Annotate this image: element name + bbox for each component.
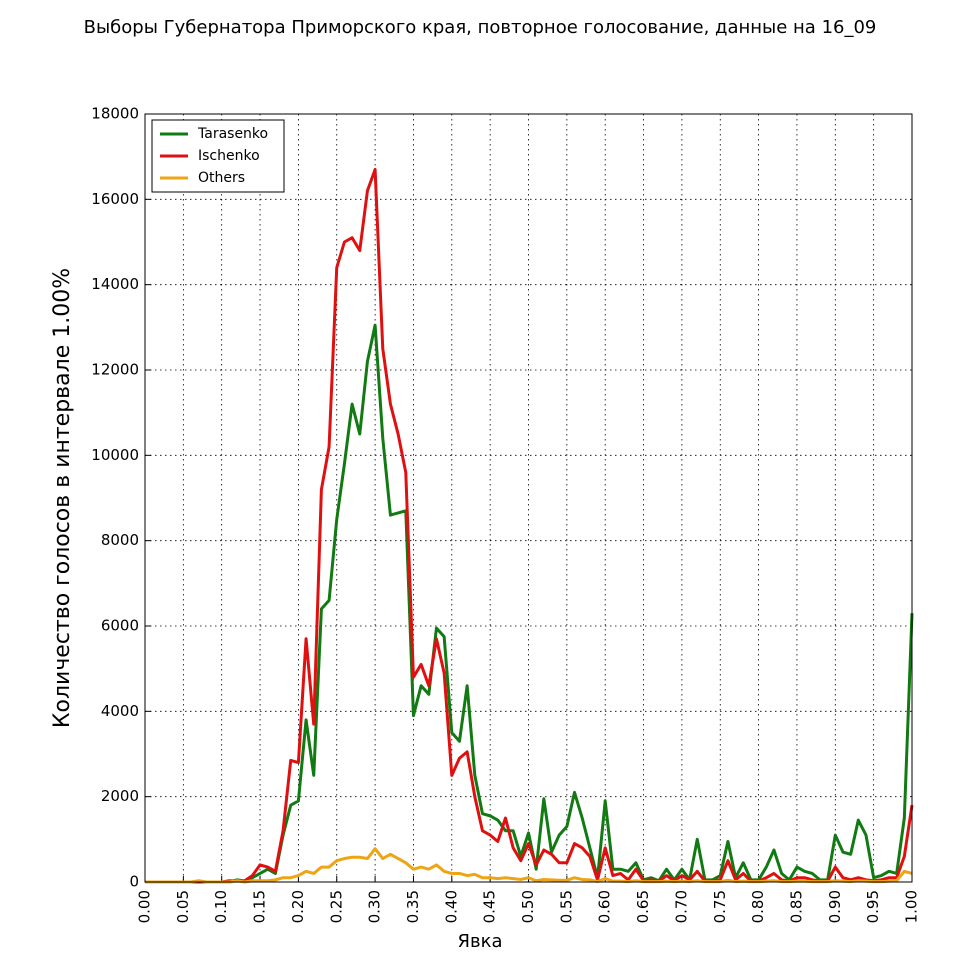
legend-label: Others [198,170,245,186]
x-tick-label: 0.45 [481,890,499,923]
y-tick-label: 8000 [101,531,139,549]
x-tick-label: 0.40 [442,890,460,923]
y-tick-label: 2000 [101,787,139,805]
legend-label: Ischenko [198,148,260,164]
x-tick-label: 0.90 [826,890,844,923]
x-tick-label: 0.60 [596,890,614,923]
x-tick-label: 0.70 [672,890,690,923]
series-line [145,323,914,884]
x-axis-label: Явка [457,931,502,952]
y-tick-label: 6000 [101,617,139,635]
chart-title: Выборы Губернатора Приморского края, пов… [84,17,877,38]
x-tick-label: 0.95 [864,890,882,923]
x-tick-label: 0.15 [251,890,269,923]
x-tick-label: 0.35 [404,890,422,923]
y-tick-label: 12000 [91,361,139,379]
x-tick-label: 0.25 [327,890,345,923]
legend-label: Tarasenko [197,126,268,142]
x-tick-label: 0.55 [557,890,575,923]
y-tick-label: 10000 [91,446,139,464]
y-tick-label: 16000 [91,190,139,208]
x-tick-label: 0.50 [519,890,537,923]
x-tick-label: 0.85 [787,890,805,923]
x-tick-label: 0.00 [136,890,154,923]
x-tick-label: 0.30 [366,890,384,923]
x-tick-label: 1.00 [903,890,921,923]
y-tick-label: 18000 [91,105,139,123]
x-tick-label: 0.10 [212,890,230,923]
y-axis-label: Количество голосов в интервале 1.00% [50,268,75,728]
y-tick-label: 0 [129,873,139,891]
x-tick-label: 0.75 [711,890,729,923]
plot-frame [144,113,913,883]
x-tick-label: 0.80 [749,890,767,923]
x-tick-label: 0.20 [289,890,307,923]
x-tick-label: 0.05 [174,890,192,923]
y-tick-label: 4000 [101,702,139,720]
y-tick-label: 14000 [91,275,139,293]
x-tick-label: 0.65 [634,890,652,923]
